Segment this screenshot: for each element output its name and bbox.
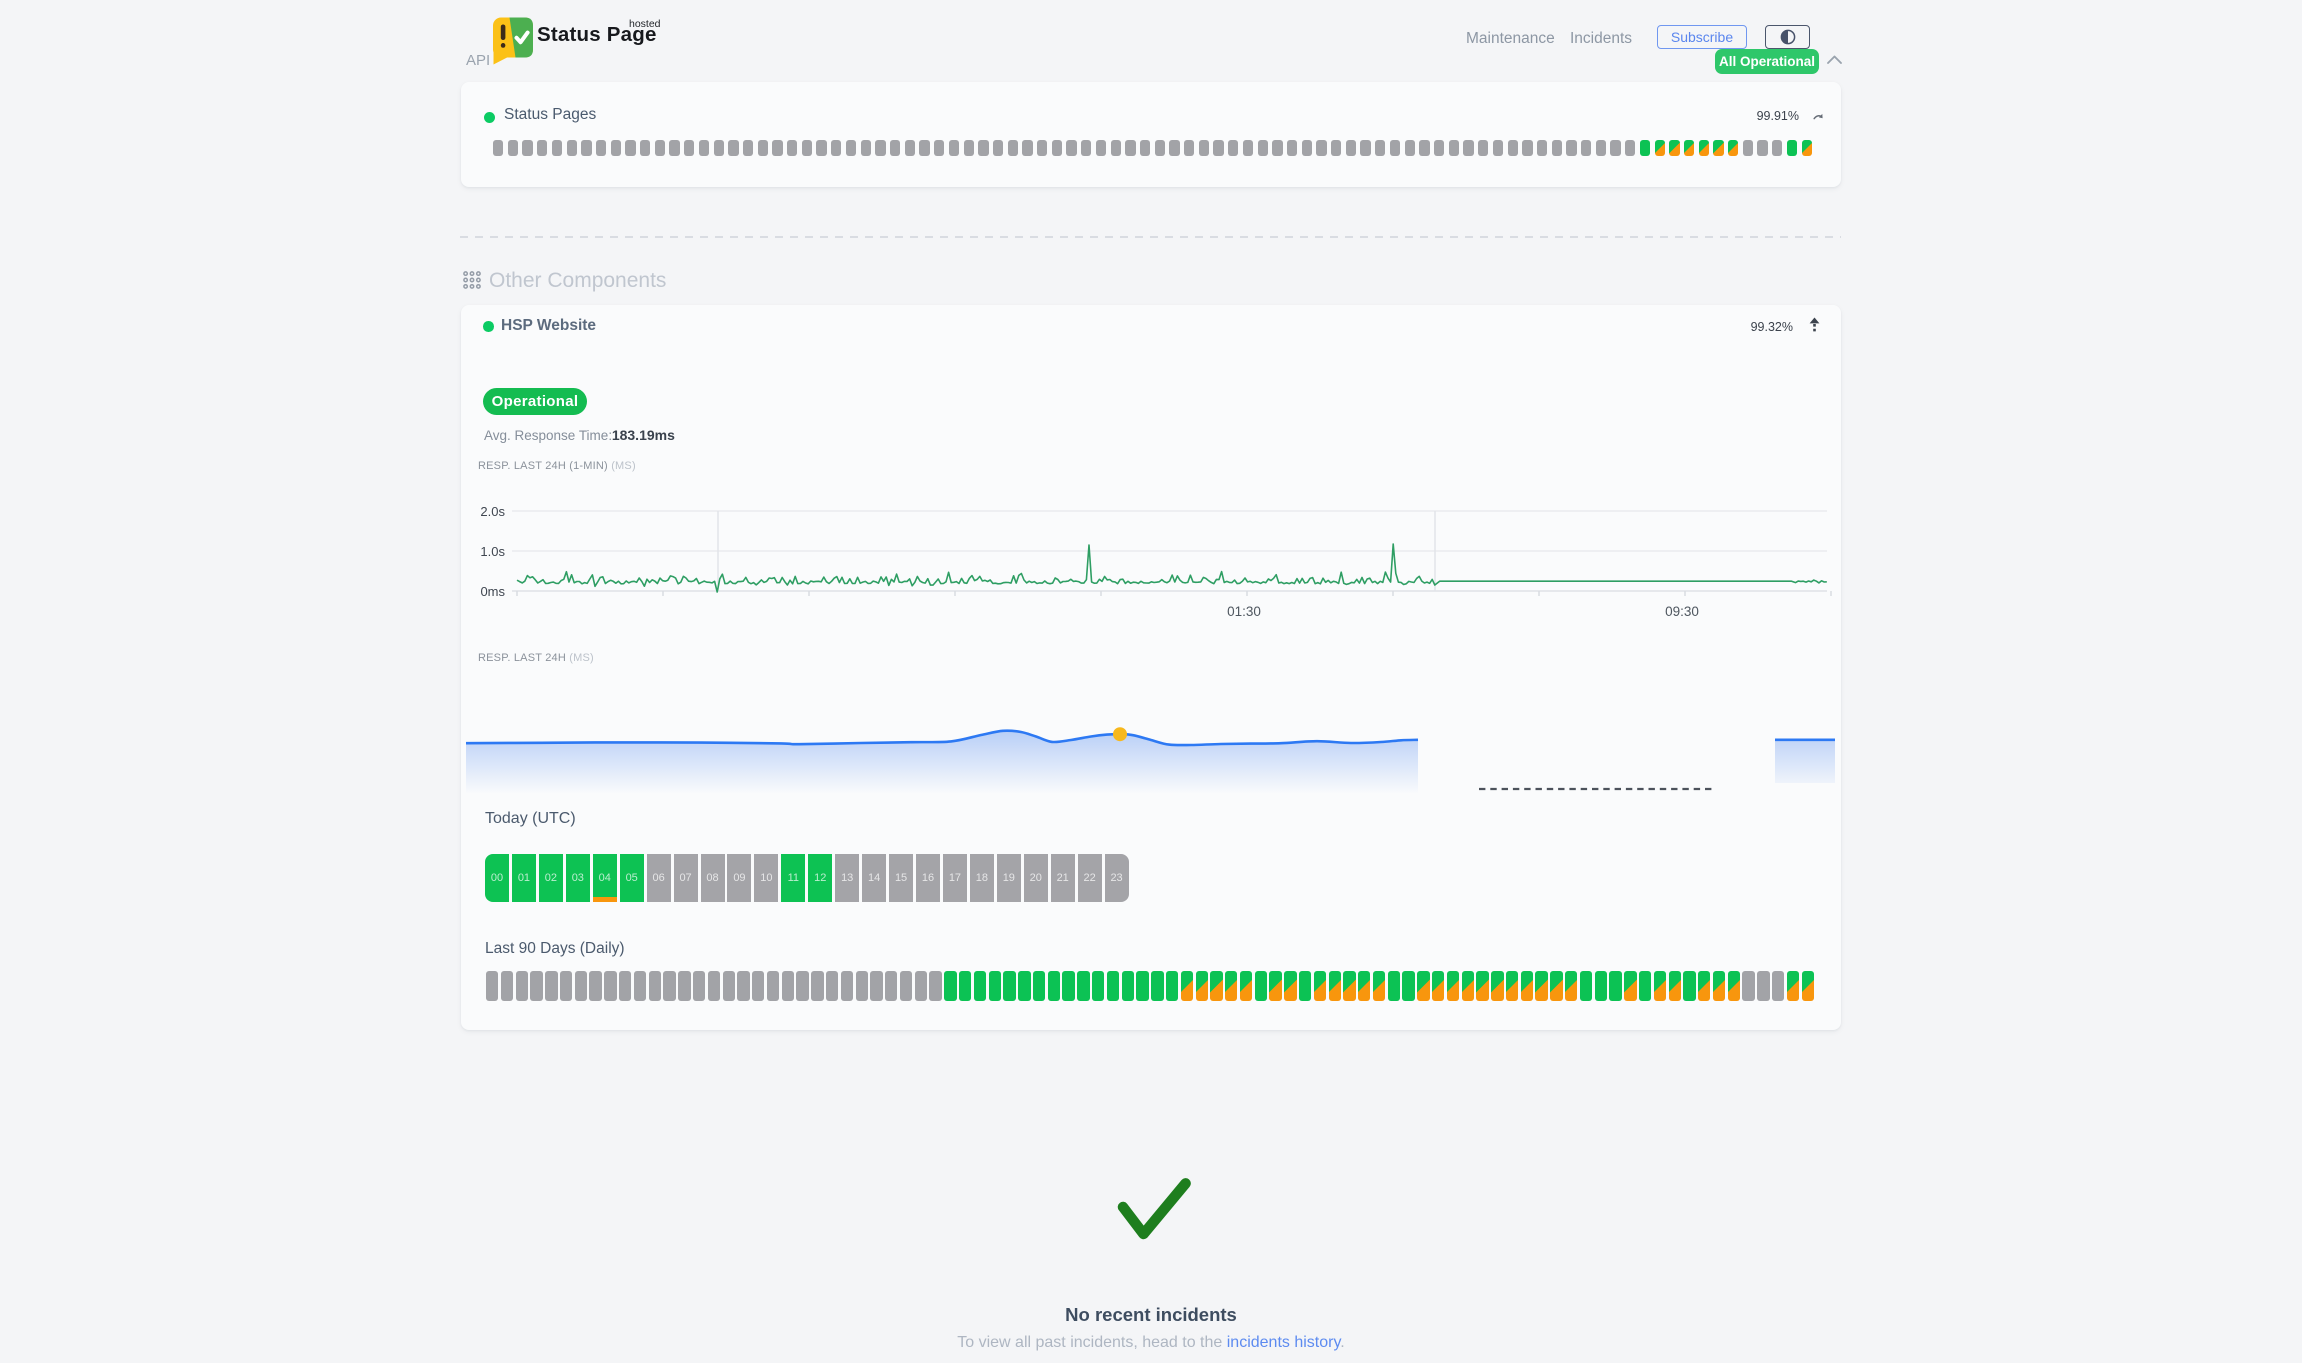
- svg-text:2.0s: 2.0s: [480, 504, 505, 519]
- svg-text:1.0s: 1.0s: [480, 544, 505, 559]
- svg-text:0ms: 0ms: [480, 584, 505, 599]
- svg-text:09:30: 09:30: [1665, 604, 1699, 619]
- svg-text:01:30: 01:30: [1227, 604, 1261, 619]
